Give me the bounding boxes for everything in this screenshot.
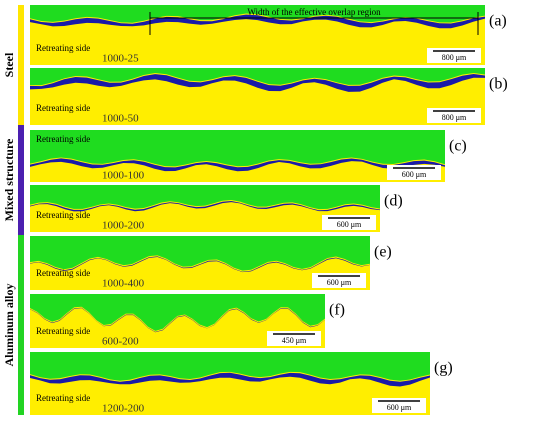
intermixed-layer — [30, 372, 430, 387]
condition: 1000-100 — [102, 170, 145, 182]
micrograph-aluminum — [30, 294, 325, 331]
intermixed-layer — [30, 158, 445, 172]
side-text: Retreating side — [36, 134, 90, 144]
steel-bar — [18, 5, 24, 125]
scale-text: 800 μm — [442, 53, 467, 62]
intermixed-layer — [30, 74, 485, 92]
side-text: Retreating side — [36, 268, 90, 278]
scale-text: 450 μm — [282, 336, 307, 345]
micrograph-aluminum — [30, 185, 380, 210]
side-text: Retreating side — [36, 326, 90, 336]
scale-text: 600 μm — [387, 403, 412, 412]
intermixed-layer — [30, 14, 485, 29]
condition: 1000-25 — [102, 53, 139, 65]
side-text: Retreating side — [36, 43, 90, 53]
scale-text: 600 μm — [337, 220, 362, 229]
intermixed-layer — [30, 201, 380, 212]
condition: 1000-50 — [102, 113, 139, 125]
condition: 1200-200 — [102, 403, 145, 415]
panel-label: (e) — [374, 244, 392, 261]
intermixed-layer — [30, 307, 325, 333]
side-label: Steel — [2, 52, 16, 77]
panel-label: (a) — [489, 13, 507, 30]
side-text: Retreating side — [36, 393, 90, 403]
aluminum-bar — [18, 235, 24, 415]
panels: Retreating side 1000-25 800 μm (a) Retreatin… — [30, 5, 508, 415]
panel-label: (b) — [489, 76, 508, 93]
scale-text: 600 μm — [402, 170, 427, 179]
panel-label: (c) — [449, 138, 467, 155]
side-label: Aluminum alloy — [2, 283, 16, 366]
panel-label: (g) — [434, 360, 453, 377]
micrograph-aluminum — [30, 236, 370, 271]
intermixed-layer — [30, 256, 370, 273]
micrograph-aluminum — [30, 352, 430, 381]
side-text: Retreating side — [36, 103, 90, 113]
mixed-bar — [18, 125, 24, 235]
micrograph-aluminum — [30, 68, 485, 86]
condition: 600-200 — [102, 336, 139, 348]
overlap-annotation: Width of the effective overlap region — [247, 7, 381, 17]
panel-label: (f) — [329, 302, 345, 319]
condition: 1000-400 — [102, 278, 145, 290]
condition: 1000-200 — [102, 220, 145, 232]
scale-text: 600 μm — [327, 278, 352, 287]
scale-text: 800 μm — [442, 113, 467, 122]
side-label: Mixed structure — [2, 138, 16, 221]
panel-label: (d) — [384, 193, 403, 210]
side-text: Retreating side — [36, 210, 90, 220]
micrograph-aluminum — [30, 130, 445, 167]
